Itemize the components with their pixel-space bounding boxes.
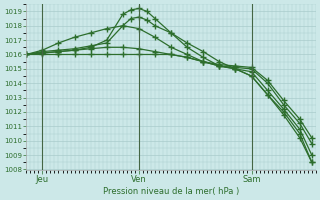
- X-axis label: Pression niveau de la mer( hPa ): Pression niveau de la mer( hPa ): [103, 187, 239, 196]
